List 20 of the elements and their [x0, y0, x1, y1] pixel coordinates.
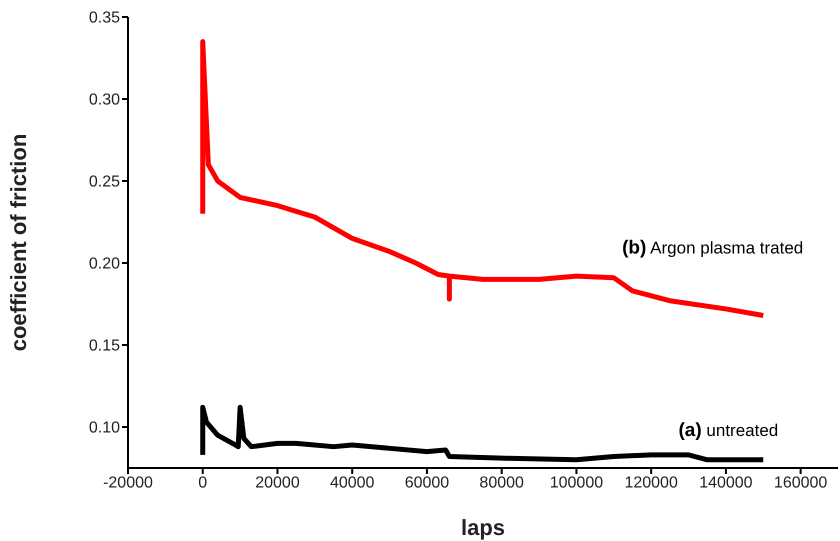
y-tick-label: 0.30	[88, 92, 120, 109]
y-tick-label: 0.15	[88, 338, 120, 355]
x-axis-title: laps	[460, 515, 506, 540]
series-label: (a) untreated	[678, 420, 778, 441]
x-tick-label: 160000	[774, 474, 828, 492]
x-tick-label: 60000	[404, 474, 450, 492]
series-label: (b) Argon plasma trated	[622, 237, 804, 258]
y-axis-title: coefficient of friction	[6, 134, 31, 352]
x-tick-label: -20000	[103, 474, 154, 492]
x-tick-label: 20000	[255, 474, 300, 492]
x-tick-label: 80000	[479, 474, 524, 492]
x-tick-label: 140000	[699, 474, 753, 492]
y-tick-label: 0.20	[88, 256, 120, 273]
x-tick-label: 0	[198, 474, 208, 492]
x-tick-label: 100000	[550, 474, 604, 492]
y-tick-label: 0.35	[88, 10, 120, 27]
x-tick-label: 120000	[624, 474, 678, 492]
x-tick-label: 40000	[330, 474, 375, 492]
y-tick-label: 0.10	[88, 420, 120, 437]
y-tick-label: 0.25	[88, 174, 120, 191]
